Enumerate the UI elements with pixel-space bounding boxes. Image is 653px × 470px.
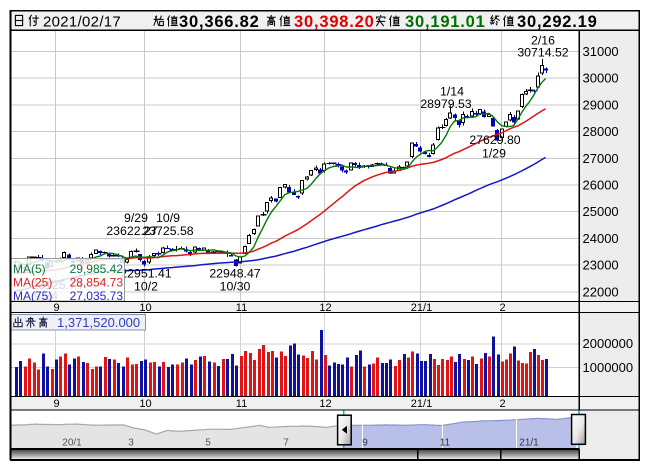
svg-text:MA(25): MA(25) — [13, 276, 52, 290]
svg-text:22948.47: 22948.47 — [209, 267, 260, 281]
svg-text:30714.52: 30714.52 — [517, 46, 568, 60]
svg-text:10/30: 10/30 — [220, 280, 251, 294]
svg-text:27,035.73: 27,035.73 — [70, 289, 124, 303]
svg-text:23000: 23000 — [583, 258, 619, 273]
svg-text:27629.80: 27629.80 — [469, 133, 520, 147]
svg-text:MA(75): MA(75) — [13, 289, 52, 303]
svg-text:31000: 31000 — [583, 44, 619, 59]
svg-text:28,854.73: 28,854.73 — [70, 276, 124, 290]
svg-text:24000: 24000 — [583, 231, 619, 246]
svg-text:9/29: 9/29 — [124, 211, 148, 225]
svg-text:30,366.82: 30,366.82 — [179, 13, 260, 31]
svg-text:1/29: 1/29 — [482, 147, 506, 161]
svg-text:21/1: 21/1 — [411, 398, 432, 410]
svg-text:7: 7 — [283, 438, 289, 449]
svg-text:22000: 22000 — [583, 284, 619, 299]
svg-text:9: 9 — [53, 302, 59, 314]
svg-text:11: 11 — [236, 302, 247, 314]
svg-text:12: 12 — [319, 302, 331, 314]
svg-text:1/14: 1/14 — [440, 85, 464, 99]
svg-text:11: 11 — [236, 398, 247, 410]
svg-text:5: 5 — [205, 438, 211, 449]
svg-text:25000: 25000 — [583, 204, 619, 219]
svg-text:10/2: 10/2 — [134, 280, 158, 294]
svg-text:2021/02/17: 2021/02/17 — [43, 14, 121, 31]
svg-text:11: 11 — [440, 438, 451, 449]
svg-text:28979.53: 28979.53 — [420, 97, 471, 111]
svg-text:10/9: 10/9 — [156, 211, 180, 225]
svg-text:30,191.01: 30,191.01 — [405, 13, 486, 31]
svg-text:2000000: 2000000 — [583, 336, 634, 351]
svg-text:20/1: 20/1 — [62, 438, 82, 449]
svg-text:29,985.42: 29,985.42 — [70, 262, 124, 276]
svg-text:26000: 26000 — [583, 178, 619, 193]
svg-text:28000: 28000 — [583, 124, 619, 139]
svg-text:30,292.19: 30,292.19 — [517, 13, 598, 31]
svg-text:10: 10 — [139, 398, 151, 410]
svg-text:30,398.20: 30,398.20 — [294, 13, 375, 31]
svg-text:1000000: 1000000 — [583, 360, 634, 375]
svg-text:21/1: 21/1 — [519, 438, 539, 449]
svg-text:2: 2 — [499, 398, 505, 410]
svg-text:3: 3 — [128, 438, 134, 449]
svg-text:9: 9 — [53, 398, 59, 410]
svg-text:1,371,520.000: 1,371,520.000 — [57, 315, 140, 330]
svg-text:21/1: 21/1 — [411, 302, 432, 314]
svg-text:12: 12 — [319, 398, 331, 410]
svg-text:2/16: 2/16 — [531, 34, 555, 48]
svg-text:23725.58: 23725.58 — [142, 224, 193, 238]
svg-text:27000: 27000 — [583, 151, 619, 166]
svg-text:MA(5): MA(5) — [13, 262, 46, 276]
svg-text:29000: 29000 — [583, 97, 619, 112]
svg-text:10: 10 — [139, 302, 151, 314]
svg-text:30000: 30000 — [583, 71, 619, 86]
svg-text:22951.41: 22951.41 — [120, 267, 171, 281]
svg-text:23622.27: 23622.27 — [106, 224, 157, 238]
svg-text:9: 9 — [362, 438, 368, 449]
svg-text:2: 2 — [499, 302, 505, 314]
